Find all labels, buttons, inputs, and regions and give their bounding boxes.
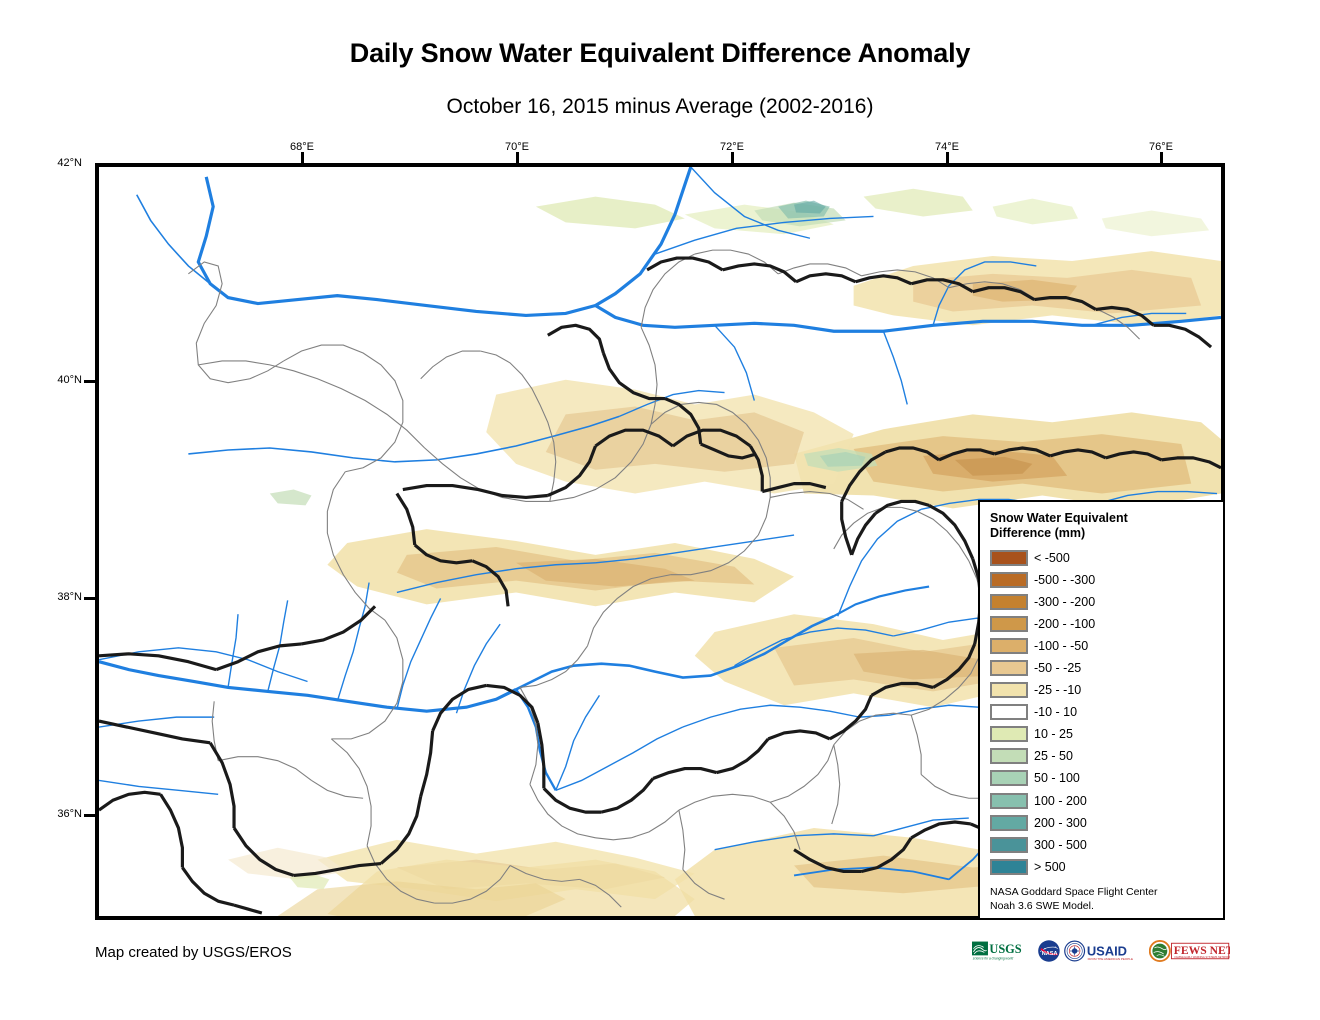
- legend-label: -300 - -200: [1034, 594, 1096, 609]
- legend-row: 50 - 100: [990, 767, 1223, 789]
- legend-note-line2: Noah 3.6 SWE Model.: [990, 899, 1094, 912]
- legend-label: -50 - -25: [1034, 661, 1082, 676]
- legend-row: > 500: [990, 856, 1223, 878]
- legend-swatch: [990, 836, 1028, 853]
- terrain-anomaly-layer: [228, 188, 1221, 916]
- lon-tick-mark: [731, 152, 734, 163]
- legend-row: 10 - 25: [990, 723, 1223, 745]
- svg-text:USGS: USGS: [989, 942, 1021, 956]
- legend-label: 50 - 100: [1034, 771, 1080, 786]
- legend-swatch: [990, 549, 1028, 566]
- svg-text:NASA: NASA: [1042, 951, 1058, 957]
- svg-text:FROM THE AMERICAN PEOPLE: FROM THE AMERICAN PEOPLE: [1088, 957, 1133, 961]
- legend-title: Snow Water Equivalent Difference (mm): [990, 511, 1190, 542]
- legend-row: < -500: [990, 547, 1223, 569]
- legend-swatch: [990, 748, 1028, 765]
- lat-tick-mark: [84, 380, 95, 383]
- legend-note-line1: NASA Goddard Space Flight Center: [990, 885, 1158, 898]
- legend-label: < -500: [1034, 550, 1070, 565]
- rivers-layer: [99, 167, 1221, 881]
- legend-label: -25 - -10: [1034, 683, 1082, 698]
- legend-swatch: [990, 726, 1028, 743]
- legend-swatch: [990, 615, 1028, 632]
- legend-label: 25 - 50: [1034, 749, 1073, 764]
- agency-logos: USGS science for a changing world NASA U…: [972, 934, 1230, 968]
- lon-tick-label: 68°E: [290, 141, 314, 153]
- usgs-logo[interactable]: USGS science for a changing world: [972, 936, 1034, 966]
- legend-label: 100 - 200: [1034, 793, 1087, 808]
- svg-text:FAMINE EARLY WARNING SYSTEMS N: FAMINE EARLY WARNING SYSTEMS NETWORK: [1175, 956, 1230, 959]
- legend-swatch: [990, 792, 1028, 809]
- legend-label: -500 - -300: [1034, 572, 1096, 587]
- legend-swatch: [990, 770, 1028, 787]
- svg-text:USAID: USAID: [1087, 944, 1127, 959]
- page-subtitle: October 16, 2015 minus Average (2002-201…: [446, 95, 874, 118]
- legend-title-line1: Snow Water Equivalent: [990, 511, 1128, 525]
- legend-row: 300 - 500: [990, 834, 1223, 856]
- legend-row: -25 - -10: [990, 679, 1223, 701]
- lon-tick-mark: [516, 152, 519, 163]
- legend-items: < -500 -500 - -300 -300 - -200 -200 - -100 -…: [990, 547, 1223, 878]
- legend-swatch: [990, 858, 1028, 875]
- legend-row: 200 - 300: [990, 812, 1223, 834]
- legend-title-line2: Difference (mm): [990, 526, 1086, 541]
- legend-label: > 500: [1034, 859, 1066, 874]
- nasa-logo[interactable]: NASA: [1037, 936, 1061, 966]
- legend-swatch: [990, 814, 1028, 831]
- legend-swatch: [990, 704, 1028, 721]
- lat-tick-label: 40°N: [57, 374, 82, 386]
- legend-row: -100 - -50: [990, 635, 1223, 657]
- legend-swatch: [990, 637, 1028, 654]
- map-credit: Map created by USGS/EROS: [95, 944, 292, 961]
- legend-row: -10 - 10: [990, 701, 1223, 723]
- page-title: Daily Snow Water Equivalent Difference A…: [349, 38, 971, 68]
- legend-row: -50 - -25: [990, 657, 1223, 679]
- legend-label: 10 - 25: [1034, 727, 1073, 742]
- lon-tick-mark: [946, 152, 949, 163]
- svg-text:FEWS NET: FEWS NET: [1174, 944, 1230, 957]
- legend-label: -200 - -100: [1034, 616, 1096, 631]
- legend-label: 200 - 300: [1034, 815, 1087, 830]
- legend-panel: Snow Water Equivalent Difference (mm) < …: [978, 500, 1225, 920]
- legend-row: -500 - -300: [990, 569, 1223, 591]
- lon-tick-label: 72°E: [720, 141, 744, 153]
- legend-row: 100 - 200: [990, 790, 1223, 812]
- legend-label: 300 - 500: [1034, 837, 1087, 852]
- legend-swatch: [990, 682, 1028, 699]
- legend-swatch: [990, 571, 1028, 588]
- lat-tick-mark: [84, 814, 95, 817]
- legend-swatch: [990, 660, 1028, 677]
- usaid-logo[interactable]: USAID FROM THE AMERICAN PEOPLE: [1064, 936, 1146, 966]
- fews-net-logo[interactable]: FEWS NET FAMINE EARLY WARNING SYSTEMS NE…: [1149, 936, 1230, 966]
- lon-tick-mark: [1160, 152, 1163, 163]
- legend-label: -10 - 10: [1034, 705, 1078, 720]
- lon-tick-label: 76°E: [1149, 141, 1173, 153]
- lon-tick-label: 70°E: [505, 141, 529, 153]
- lat-tick-mark: [84, 597, 95, 600]
- lat-tick-label: 36°N: [57, 808, 82, 820]
- legend-label: -100 - -50: [1034, 638, 1089, 653]
- lat-tick-label: 38°N: [57, 591, 82, 603]
- country-borders-layer: [99, 256, 1221, 915]
- lon-tick-label: 74°E: [935, 141, 959, 153]
- legend-swatch: [990, 593, 1028, 610]
- legend-note: NASA Goddard Space Flight Center Noah 3.…: [990, 886, 1205, 913]
- lon-tick-mark: [301, 152, 304, 163]
- legend-row: 25 - 50: [990, 745, 1223, 767]
- lat-tick-label: 42°N: [57, 157, 82, 169]
- legend-row: -300 - -200: [990, 591, 1223, 613]
- svg-text:science for a changing world: science for a changing world: [973, 957, 1014, 961]
- legend-row: -200 - -100: [990, 613, 1223, 635]
